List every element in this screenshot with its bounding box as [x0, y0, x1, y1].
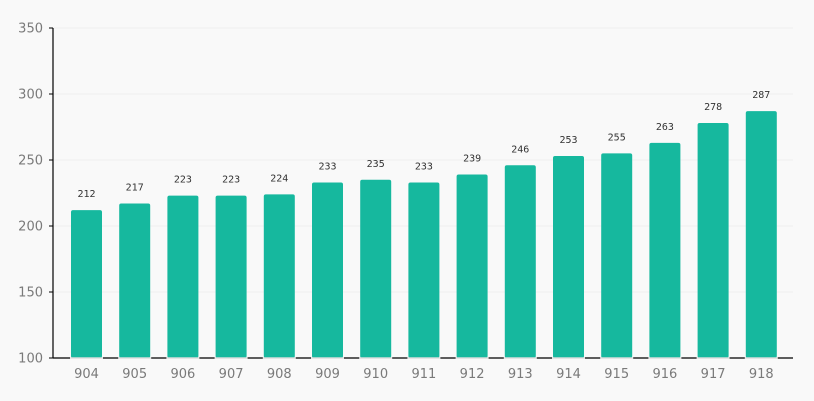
bar-916 [649, 142, 681, 358]
bar-912 [456, 174, 488, 358]
data-label: 235 [367, 159, 385, 170]
bar-910 [360, 179, 392, 358]
y-tick-label: 350 [18, 22, 43, 37]
data-label: 255 [608, 132, 626, 143]
x-axis: 904 905 906 907 908 909 910 911 912 913 914 915 916 9… [53, 357, 793, 382]
x-tick-label: 907 [219, 367, 244, 382]
y-axis: 100 150 200 250 300 350 [18, 22, 54, 367]
data-label: 287 [752, 90, 770, 101]
x-tick-label: 915 [604, 367, 629, 382]
y-tick-label: 100 [18, 352, 43, 367]
bar-904 [71, 210, 102, 358]
x-tick-label: 908 [267, 367, 292, 382]
x-tick-label: 905 [122, 367, 147, 382]
x-tick-label: 911 [411, 367, 436, 382]
data-label: 224 [270, 173, 288, 184]
data-label: 233 [318, 161, 336, 172]
y-tick-label: 150 [18, 286, 43, 301]
bar-915 [601, 153, 633, 358]
data-label: 253 [559, 135, 577, 146]
y-tick-label: 200 [18, 220, 43, 235]
bar-911 [408, 182, 440, 358]
data-label: 263 [656, 122, 674, 133]
x-tick-label: 904 [74, 367, 99, 382]
data-label: 223 [174, 175, 192, 186]
data-label: 278 [704, 102, 722, 113]
x-tick-label: 914 [556, 367, 581, 382]
bar-908 [263, 194, 295, 358]
x-tick-label: 916 [652, 367, 677, 382]
y-tick-label: 250 [18, 154, 43, 169]
bar-905 [119, 203, 151, 358]
data-labels: 212 217 223 223 224 233 235 233 239 246 253 255 263 2… [77, 90, 770, 200]
bar-906 [167, 195, 199, 358]
x-tick-label: 917 [701, 367, 726, 382]
bar-914 [553, 156, 584, 358]
data-label: 212 [77, 189, 95, 200]
x-tick-label: 909 [315, 367, 340, 382]
bar-909 [312, 182, 343, 358]
y-tick-label: 300 [18, 88, 43, 103]
bar-918 [745, 111, 777, 358]
bars [71, 111, 777, 358]
x-tick-label: 910 [363, 367, 388, 382]
data-label: 217 [126, 183, 144, 194]
bar-917 [697, 123, 729, 358]
x-tick-label: 906 [170, 367, 195, 382]
data-label: 239 [463, 154, 481, 165]
bar-907 [215, 195, 247, 358]
x-tick-label: 913 [508, 367, 533, 382]
x-tick-label: 918 [749, 367, 774, 382]
data-label: 223 [222, 175, 240, 186]
bar-913 [504, 165, 536, 358]
x-tick-label: 912 [460, 367, 485, 382]
data-label: 233 [415, 161, 433, 172]
data-label: 246 [511, 144, 529, 155]
